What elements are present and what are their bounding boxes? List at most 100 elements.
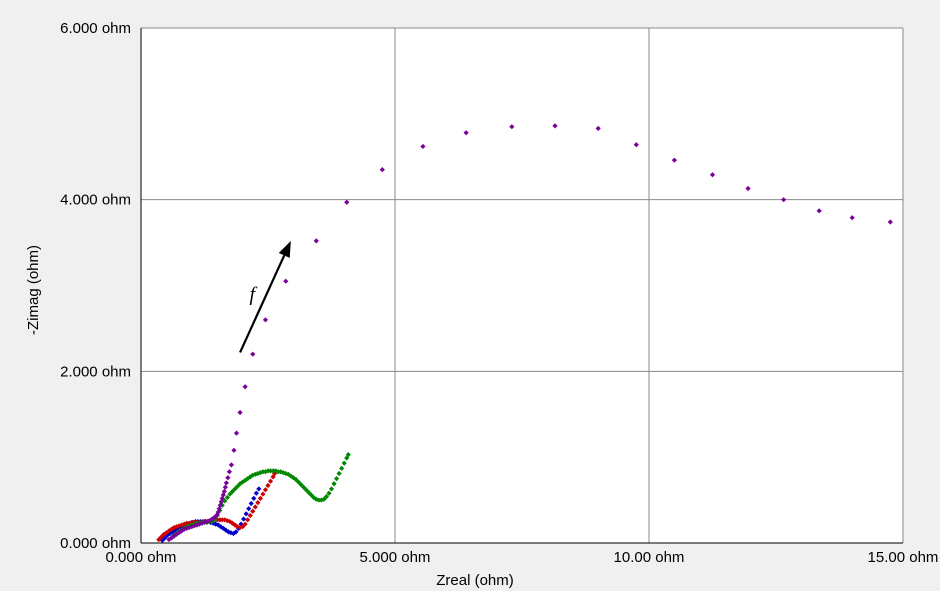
- data-point: [339, 465, 345, 471]
- data-point: [816, 208, 822, 214]
- data-point: [230, 530, 237, 537]
- data-point: [223, 480, 229, 486]
- data-point: [222, 484, 228, 490]
- data-point: [255, 470, 261, 477]
- data-point: [176, 530, 182, 536]
- data-point: [238, 521, 244, 527]
- data-point: [313, 496, 319, 502]
- data-point: [326, 490, 332, 496]
- data-point: [253, 490, 259, 496]
- y-tick-label: 4.000 ohm: [60, 192, 131, 209]
- data-point: [280, 470, 286, 476]
- data-point: [226, 469, 232, 475]
- data-point: [265, 482, 271, 489]
- data-point: [245, 517, 251, 523]
- data-point: [323, 494, 330, 500]
- y-axis-title: -Zimag (ohm): [25, 245, 42, 335]
- data-point: [345, 451, 351, 458]
- x-axis-title: Zreal (ohm): [436, 572, 514, 589]
- data-point: [218, 524, 224, 530]
- data-points: [156, 123, 893, 544]
- data-point: [849, 215, 855, 221]
- data-point: [781, 197, 787, 203]
- data-point: [237, 409, 243, 416]
- x-tick-label: 10.00 ohm: [614, 549, 685, 566]
- data-point: [232, 522, 238, 528]
- data-point: [595, 125, 601, 132]
- data-point: [344, 455, 350, 461]
- data-point: [328, 486, 335, 492]
- data-point: [171, 533, 177, 539]
- data-point: [333, 476, 340, 482]
- data-point: [709, 172, 716, 178]
- data-point: [213, 521, 219, 527]
- data-point: [234, 483, 241, 489]
- data-point: [199, 520, 205, 526]
- data-point: [206, 518, 213, 524]
- data-point: [233, 430, 240, 436]
- data-point: [250, 508, 256, 514]
- data-point: [167, 530, 173, 537]
- data-point: [242, 521, 248, 527]
- x-tick-label: 15.00 ohm: [868, 549, 939, 566]
- data-point: [241, 516, 247, 522]
- data-point: [278, 469, 284, 475]
- plot-background: [141, 28, 903, 543]
- data-point: [552, 123, 558, 129]
- grid-lines: [141, 27, 904, 543]
- arrow-head: [278, 240, 291, 258]
- data-point: [341, 460, 347, 466]
- data-point: [379, 167, 385, 173]
- data-point: [220, 525, 226, 532]
- data-point: [237, 481, 243, 487]
- data-point: [288, 473, 294, 479]
- data-point: [313, 238, 319, 244]
- data-point: [336, 470, 342, 477]
- data-point: [222, 498, 228, 504]
- data-point: [219, 495, 225, 501]
- data-point: [201, 519, 208, 525]
- data-point: [161, 531, 167, 538]
- data-point: [344, 199, 350, 205]
- data-point: [209, 516, 215, 522]
- data-point: [234, 524, 241, 530]
- data-point: [252, 471, 258, 477]
- data-point: [204, 518, 210, 525]
- data-point: [163, 530, 169, 536]
- data-point: [231, 447, 237, 453]
- x-tick-label: 5.000 ohm: [360, 549, 431, 566]
- data-point: [246, 506, 252, 512]
- data-point: [298, 482, 304, 488]
- data-point: [224, 494, 230, 501]
- data-point: [227, 491, 233, 497]
- data-point: [318, 497, 324, 503]
- data-point: [247, 512, 253, 519]
- y-tick-label: 0.000 ohm: [60, 535, 131, 552]
- data-point: [256, 486, 262, 492]
- data-point: [463, 130, 469, 136]
- data-point: [164, 532, 171, 538]
- y-tick-labels: 0.000 ohm 2.000 ohm 4.000 ohm 6.000 ohm: [60, 20, 131, 552]
- data-point: [633, 142, 639, 148]
- data-point: [262, 487, 269, 493]
- frequency-label: f: [249, 284, 257, 306]
- frequency-arrow: [239, 240, 291, 353]
- data-point: [331, 481, 337, 487]
- data-point: [295, 479, 302, 485]
- data-point: [250, 351, 256, 357]
- data-point: [243, 511, 249, 517]
- data-point: [671, 157, 677, 163]
- data-point: [173, 531, 180, 538]
- y-tick-label: 6.000 ohm: [60, 20, 131, 37]
- data-point: [248, 500, 254, 507]
- series-4: [166, 123, 893, 543]
- arrow-shaft: [239, 254, 286, 353]
- data-point: [311, 494, 317, 501]
- data-point: [420, 143, 426, 150]
- data-point: [283, 470, 289, 477]
- x-tick-label: 0.000 ohm: [106, 549, 177, 566]
- data-point: [233, 529, 239, 535]
- data-point: [262, 469, 269, 475]
- data-point: [242, 384, 248, 390]
- data-point: [228, 462, 235, 468]
